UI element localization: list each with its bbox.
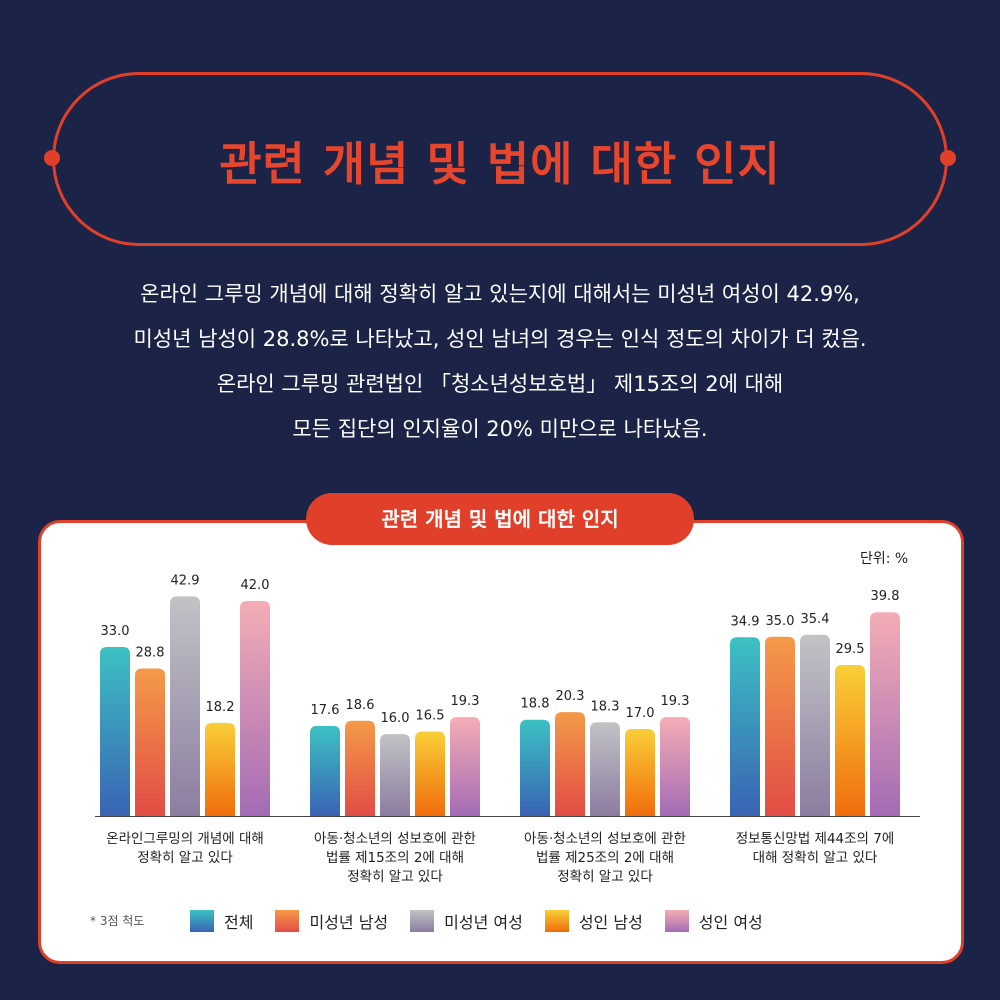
- category-label-line: 아동·청소년의 성보호에 관한: [524, 831, 686, 847]
- data-label: 17.6: [311, 703, 340, 718]
- data-label: 19.3: [451, 694, 480, 709]
- legend-item: 전체: [190, 909, 253, 933]
- data-label: 20.3: [556, 689, 585, 704]
- legend-item: 성인 여성: [664, 909, 763, 933]
- bar: [870, 612, 900, 816]
- bar: [800, 634, 830, 816]
- bar: [765, 636, 795, 816]
- title-frame-right-dot: [940, 150, 956, 166]
- bar: [380, 734, 410, 816]
- data-label: 28.8: [136, 646, 165, 661]
- bar: [135, 668, 165, 816]
- footnote: * 3점 척도: [90, 914, 145, 928]
- legend-swatch: [190, 910, 214, 932]
- bar: [310, 725, 340, 816]
- data-label: 18.3: [591, 699, 620, 714]
- data-label: 16.0: [381, 711, 410, 726]
- description-line: 온라인 그루밍 개념에 대해 정확히 알고 있는지에 대해서는 미성년 여성이 …: [140, 282, 860, 306]
- legend-swatch: [410, 910, 435, 932]
- category-label-line: 법률 제25조의 2에 대해: [535, 850, 674, 866]
- legend-item: 미성년 여성: [410, 909, 523, 933]
- legend-label: 미성년 여성: [444, 913, 523, 932]
- legend-label: 성인 남성: [578, 913, 643, 932]
- data-label: 18.2: [206, 700, 235, 715]
- bar: [100, 647, 130, 816]
- data-label: 34.9: [731, 614, 760, 629]
- category-label-line: 대해 정확히 알고 있다: [752, 850, 878, 866]
- description-line: 모든 집단의 인지율이 20% 미만으로 나타났음.: [292, 417, 708, 441]
- category-label-line: 정확히 알고 있다: [347, 869, 443, 885]
- description-line: 온라인 그루밍 관련법인 「청소년성보호법」 제15조의 2에 대해: [216, 372, 784, 396]
- legend-swatch: [275, 910, 300, 932]
- data-label: 29.5: [836, 642, 865, 657]
- category-label-line: 정확히 알고 있다: [557, 869, 653, 885]
- unit-label: 단위: %: [860, 551, 909, 567]
- legend-label: 전체: [224, 913, 254, 932]
- bar: [625, 728, 655, 816]
- data-label: 17.0: [626, 706, 655, 721]
- data-label: 35.4: [801, 612, 830, 627]
- category-label-line: 법률 제15조의 2에 대해: [325, 850, 464, 866]
- chart-title: 관련 개념 및 법에 대한 인지: [306, 493, 694, 545]
- data-label: 39.8: [871, 589, 900, 604]
- data-label: 33.0: [101, 624, 130, 639]
- description-line: 미성년 남성이 28.8%로 나타났고, 성인 남녀의 경우는 인식 정도의 차…: [133, 327, 867, 351]
- legend-item: 성인 남성: [544, 909, 643, 933]
- bar: [170, 596, 200, 816]
- bar: [520, 719, 550, 816]
- data-label: 42.0: [241, 578, 270, 593]
- title-frame-left-dot: [44, 150, 60, 166]
- bar: [345, 720, 375, 816]
- data-label: 35.0: [766, 614, 795, 629]
- category-label-line: 정보통신망법 제44조의 7에: [735, 831, 895, 847]
- bar: [835, 664, 865, 816]
- legend: 전체 미성년 남성 미성년 여성 성인 남성 성인 여성: [190, 908, 785, 934]
- category-label-line: 정확히 알고 있다: [137, 850, 233, 866]
- data-label: 18.8: [521, 697, 550, 712]
- page-title: 관련 개념 및 법에 대한 인지: [219, 137, 781, 191]
- category-label-line: 아동·청소년의 성보호에 관한: [314, 831, 476, 847]
- data-label: 18.6: [346, 698, 375, 713]
- data-label: 42.9: [171, 573, 200, 588]
- bar: [555, 712, 585, 816]
- bar: [660, 717, 690, 816]
- description: 온라인 그루밍 개념에 대해 정확히 알고 있는지에 대해서는 미성년 여성이 …: [0, 272, 1000, 452]
- legend-swatch: [664, 910, 689, 932]
- bar: [450, 717, 480, 816]
- data-label: 19.3: [661, 694, 690, 709]
- bar: [415, 731, 445, 816]
- legend-swatch: [544, 910, 569, 932]
- bar: [205, 722, 235, 816]
- bar: [590, 722, 620, 816]
- legend-label: 미성년 남성: [309, 913, 389, 932]
- legend-label: 성인 여성: [698, 913, 763, 932]
- bar: [730, 637, 760, 816]
- category-label-line: 온라인그루밍의 개념에 대해: [106, 831, 264, 847]
- data-label: 16.5: [416, 709, 445, 724]
- bar: [240, 600, 270, 816]
- legend-item: 미성년 남성: [275, 909, 388, 933]
